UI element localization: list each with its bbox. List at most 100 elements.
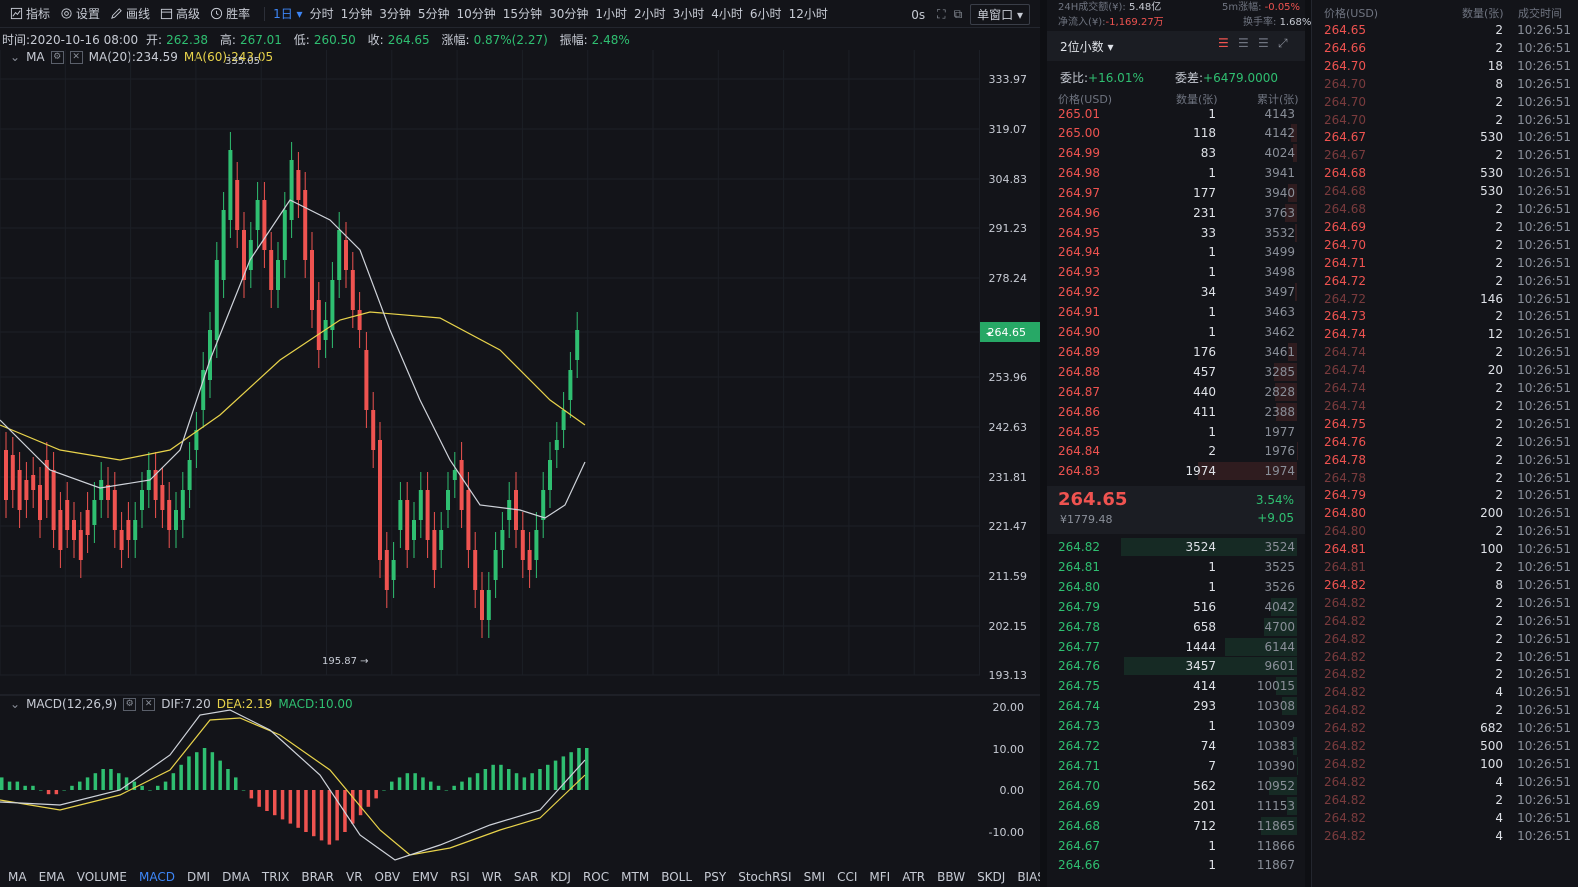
bids-only-icon[interactable]: ☰ [1238, 36, 1249, 50]
interval-option[interactable]: 5分钟 [417, 7, 450, 21]
interval-option[interactable]: 1小时 [595, 7, 627, 21]
bid-row[interactable]: 264.69 201 11153 [1047, 796, 1305, 816]
ask-row[interactable]: 264.95 33 3532 [1047, 223, 1305, 243]
bid-row[interactable]: 264.76 3457 9601 [1047, 656, 1305, 676]
draw-button[interactable]: 画线 [110, 5, 150, 22]
ma-close-icon[interactable]: ✕ [69, 50, 83, 64]
indicator-tab[interactable]: PSY [704, 869, 727, 884]
interval-option[interactable]: 4小时 [711, 7, 743, 21]
bid-row[interactable]: 264.70 562 10952 [1047, 776, 1305, 796]
indicator-tab[interactable]: MACD [138, 869, 175, 884]
ask-row[interactable]: 264.97 177 3940 [1047, 183, 1305, 203]
interval-option[interactable]: 3分钟 [379, 7, 411, 21]
indicator-tab[interactable]: DMI [186, 869, 211, 884]
interval-option[interactable]: 15分钟 [502, 7, 543, 21]
winrate-button[interactable]: 胜率 [210, 5, 250, 22]
interval-option[interactable]: 1分钟 [340, 7, 373, 21]
ask-row[interactable]: 264.86 411 2388 [1047, 402, 1305, 422]
indicator-tab[interactable]: EMA [38, 869, 65, 884]
window-mode-select[interactable]: 单窗口 ▾ [970, 4, 1030, 25]
bid-row[interactable]: 264.68 712 11865 [1047, 816, 1305, 836]
indicator-tab[interactable]: KDJ [550, 869, 571, 884]
ask-row[interactable]: 264.90 1 3462 [1047, 322, 1305, 342]
collapse-chevron-icon[interactable]: ⌄ [10, 50, 21, 64]
both-sides-icon[interactable]: ☰ [1218, 36, 1229, 50]
ask-row[interactable]: 264.89 176 3461 [1047, 342, 1305, 362]
bid-row[interactable]: 264.72 74 10383 [1047, 736, 1305, 756]
bid-row[interactable]: 264.78 658 4700 [1047, 617, 1305, 637]
ask-row[interactable]: 264.88 457 3285 [1047, 362, 1305, 382]
precision-select[interactable]: 2位小数 ▾ [1060, 40, 1114, 54]
bid-row[interactable]: 264.79 516 4042 [1047, 597, 1305, 617]
indicator-tab[interactable]: SKDJ [977, 869, 1006, 884]
indicators-button[interactable]: 指标 [10, 5, 50, 22]
indicator-tab[interactable]: OBV [374, 869, 401, 884]
indicator-tab[interactable]: BOLL [661, 869, 693, 884]
interval-selector[interactable]: 1日 ▾ [273, 7, 303, 21]
panel-divider[interactable] [1040, 0, 1047, 887]
indicator-tab[interactable]: RSI [450, 869, 470, 884]
ask-row[interactable]: 264.85 1 1977 [1047, 422, 1305, 442]
interval-option[interactable]: 6小时 [749, 7, 782, 21]
indicator-tab[interactable]: MA [8, 869, 27, 884]
interval-option[interactable]: 分时 [309, 7, 334, 21]
collapse-chevron-icon[interactable]: ⌄ [10, 697, 21, 711]
indicator-tab[interactable]: BBW [937, 869, 966, 884]
screenshot-icon[interactable]: ⧉ [953, 7, 963, 21]
indicator-tab[interactable]: TRIX [261, 869, 290, 884]
ask-row[interactable]: 264.91 1 3463 [1047, 302, 1305, 322]
macd-bar [553, 760, 558, 790]
indicator-tab[interactable]: WR [481, 869, 502, 884]
asks-only-icon[interactable]: ☰ [1258, 36, 1269, 50]
interval-option[interactable]: 10分钟 [456, 7, 496, 21]
interval-option[interactable]: 12小时 [788, 7, 828, 21]
ask-row[interactable]: 264.92 34 3497 [1047, 282, 1305, 302]
indicator-tab[interactable]: MTM [621, 869, 650, 884]
macd-settings-icon[interactable]: ⚙ [123, 697, 137, 711]
indicator-tab[interactable]: CCI [837, 869, 858, 884]
panel-divider[interactable] [1305, 0, 1311, 887]
advanced-button[interactable]: 高级 [160, 5, 200, 22]
indicator-tab[interactable]: BRAR [301, 869, 334, 884]
indicator-tab[interactable]: DMA [222, 869, 250, 884]
ask-row[interactable]: 264.83 1974 1974 [1047, 461, 1305, 481]
bid-row[interactable]: 264.82 3524 3524 [1047, 537, 1305, 557]
macd-close-icon[interactable]: ✕ [142, 697, 156, 711]
bid-row[interactable]: 264.73 1 10309 [1047, 716, 1305, 736]
bid-row[interactable]: 264.75 414 10015 [1047, 676, 1305, 696]
indicator-tab[interactable]: SAR [513, 869, 539, 884]
fullscreen-icon[interactable]: ⛶ [937, 7, 946, 21]
interval-option[interactable]: 30分钟 [549, 7, 589, 21]
indicator-tab[interactable]: MFI [869, 869, 891, 884]
ma-settings-icon[interactable]: ⚙ [50, 50, 64, 64]
interval-option[interactable]: 3小时 [672, 7, 705, 21]
ask-row[interactable]: 264.84 2 1976 [1047, 441, 1305, 461]
ask-row[interactable]: 265.01 1 4143 [1047, 104, 1305, 124]
expand-icon[interactable]: ⤢ [1278, 36, 1288, 50]
bid-row[interactable]: 264.74 293 10308 [1047, 696, 1305, 716]
ask-row[interactable]: 264.87 440 2828 [1047, 382, 1305, 402]
ask-row[interactable]: 264.93 1 3498 [1047, 262, 1305, 282]
indicator-tab[interactable]: StochRSI [738, 869, 792, 884]
ask-row[interactable]: 264.96 231 3763 [1047, 203, 1305, 223]
indicator-tab[interactable]: VR [345, 869, 363, 884]
indicator-tab[interactable]: EMV [412, 869, 439, 884]
bid-row[interactable]: 264.67 1 11866 [1047, 836, 1305, 856]
bid-row[interactable]: 264.81 1 3525 [1047, 557, 1305, 577]
indicator-tab[interactable]: ROC [582, 869, 610, 884]
price-chart[interactable]: 333.97 319.07 304.83 291.23 278.24 253.96 242.… [0, 30, 1040, 866]
ask-row[interactable]: 264.94 1 3499 [1047, 242, 1305, 262]
indicator-tab[interactable]: BIAS [1017, 869, 1040, 884]
interval-option[interactable]: 2小时 [634, 7, 666, 21]
indicator-tab[interactable]: VOLUME [76, 869, 127, 884]
bid-row[interactable]: 264.77 1444 6144 [1047, 637, 1305, 657]
ask-row[interactable]: 264.99 83 4024 [1047, 143, 1305, 163]
bid-row[interactable]: 264.66 1 11867 [1047, 855, 1305, 875]
settings-button[interactable]: 设置 [60, 5, 100, 22]
indicator-tab[interactable]: SMI [803, 869, 826, 884]
bid-row[interactable]: 264.80 1 3526 [1047, 577, 1305, 597]
ask-row[interactable]: 264.98 1 3941 [1047, 163, 1305, 183]
ask-row[interactable]: 265.00 118 4142 [1047, 123, 1305, 143]
bid-row[interactable]: 264.71 7 10390 [1047, 756, 1305, 776]
indicator-tab[interactable]: ATR [902, 869, 926, 884]
